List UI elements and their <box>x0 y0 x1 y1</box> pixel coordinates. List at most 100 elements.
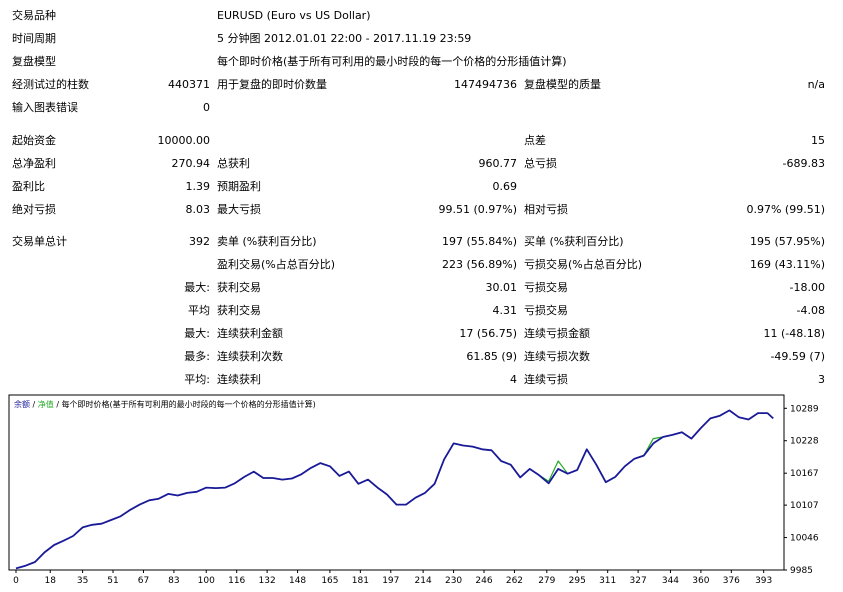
y-tick-label: 10107 <box>790 501 819 511</box>
avg-consecutive-wins-label: 连续获利 <box>217 373 261 386</box>
x-tick-label: 83 <box>168 576 179 586</box>
x-tick-label: 100 <box>198 576 215 586</box>
x-tick-label: 148 <box>289 576 306 586</box>
total-trades-value: 392 <box>189 235 210 248</box>
loss-trades-value: 169 (43.11%) <box>749 258 825 271</box>
x-tick-label: 214 <box>415 576 432 586</box>
spread-label: 点差 <box>524 134 546 147</box>
x-tick-label: 51 <box>107 576 118 586</box>
legend-separator: / <box>30 400 38 409</box>
symbol-label: 交易品种 <box>12 9 56 22</box>
x-tick-label: 376 <box>723 576 740 586</box>
x-tick-label: 279 <box>538 576 555 586</box>
expected-payoff-value: 0.69 <box>492 180 518 193</box>
ticks-label: 用于复盘的即时价数量 <box>217 78 327 91</box>
absolute-drawdown-value: 8.03 <box>185 203 211 216</box>
net-profit-label: 总净盈利 <box>12 157 56 170</box>
deposit-value: 10000.00 <box>157 134 211 147</box>
bars-label: 经测试过的柱数 <box>12 78 89 91</box>
short-positions-label: 卖单 (%获利百分比) <box>217 235 317 248</box>
x-tick-label: 197 <box>382 576 399 586</box>
avg-consecutive-losses-value: 3 <box>818 373 825 386</box>
deposit-label: 起始资金 <box>12 134 56 147</box>
period-label: 时间周期 <box>12 32 56 45</box>
quality-value: n/a <box>807 78 825 91</box>
max-consecutive-profit-label: 连续获利次数 <box>217 350 283 363</box>
average-profit-value: 4.31 <box>492 304 518 317</box>
largest-profit-label: 获利交易 <box>217 281 261 294</box>
largest-loss-value: -18.00 <box>789 281 825 294</box>
quality-label: 复盘模型的质量 <box>524 78 601 91</box>
maximal-drawdown-value: 99.51 (0.97%) <box>438 203 517 216</box>
x-tick-label: 246 <box>475 576 492 586</box>
average-prefix: 平均 <box>188 304 210 317</box>
x-tick-label: 181 <box>352 576 369 586</box>
max-consecutive-loss-value: -49.59 (7) <box>770 350 825 363</box>
relative-drawdown-label: 相对亏损 <box>524 203 568 216</box>
x-tick-label: 295 <box>569 576 586 586</box>
x-tick-label: 35 <box>77 576 88 586</box>
max-consecutive-loss-label: 连续亏损次数 <box>524 350 590 363</box>
avg-prefix: 平均: <box>184 373 210 386</box>
x-tick-label: 18 <box>45 576 57 586</box>
average-profit-label: 获利交易 <box>217 304 261 317</box>
y-tick-label: 10289 <box>790 404 819 414</box>
x-tick-label: 116 <box>228 576 245 586</box>
expected-payoff-label: 预期盈利 <box>217 180 261 193</box>
max-consecutive-losses-label: 连续亏损金额 <box>524 327 590 340</box>
gross-profit-label: 总获利 <box>217 157 250 170</box>
x-tick-label: 67 <box>138 576 149 586</box>
profit-trades-value: 223 (56.89%) <box>441 258 517 271</box>
avg-consecutive-losses-label: 连续亏损 <box>524 373 568 386</box>
most-prefix: 最多: <box>184 350 210 363</box>
avg-consecutive-wins-value: 4 <box>510 373 517 386</box>
relative-drawdown-value: 0.97% (99.51) <box>746 203 825 216</box>
largest-loss-label: 亏损交易 <box>524 281 568 294</box>
x-tick-label: 132 <box>259 576 276 586</box>
x-axis: 0 18 35 51 67 83 100 116 132 148 165 181 197 214 230 24… <box>13 570 772 586</box>
x-tick-label: 360 <box>692 576 709 586</box>
legend-model: / 每个即时价格(基于所有可利用的最小时段的每一个价格的分形插值计算) <box>54 399 316 409</box>
y-tick-label: 10046 <box>790 534 819 544</box>
profit-factor-label: 盈利比 <box>12 180 45 193</box>
max-consecutive-losses-value: 11 (-48.18) <box>763 327 825 340</box>
x-tick-label: 311 <box>599 576 616 586</box>
profit-factor-value: 1.39 <box>185 180 211 193</box>
largest-prefix: 最大: <box>184 281 210 294</box>
largest-profit-value: 30.01 <box>485 281 518 294</box>
spread-value: 15 <box>811 134 825 147</box>
absolute-drawdown-label: 绝对亏损 <box>12 203 56 216</box>
x-tick-label: 165 <box>321 576 338 586</box>
model-value: 每个即时价格(基于所有可利用的最小时段的每一个价格的分形插值计算) <box>217 55 567 68</box>
maximum-prefix: 最大: <box>184 327 210 340</box>
average-loss-value: -4.08 <box>796 304 825 317</box>
max-consecutive-wins-value: 17 (56.75) <box>459 327 517 340</box>
bars-value: 440371 <box>168 78 210 91</box>
short-positions-value: 197 (55.84%) <box>441 235 517 248</box>
x-tick-label: 262 <box>506 576 523 586</box>
x-tick-label: 0 <box>13 576 19 586</box>
x-tick-label: 344 <box>662 576 679 586</box>
y-tick-label: 10167 <box>790 469 819 479</box>
errors-value: 0 <box>203 101 210 114</box>
maximal-drawdown-label: 最大亏损 <box>217 203 261 216</box>
x-tick-label: 230 <box>445 576 462 586</box>
gross-profit-value: 960.77 <box>478 157 518 170</box>
series-layer <box>15 409 774 570</box>
y-tick-label: 9985 <box>790 566 813 576</box>
chart-legend: 余额 / 净值 / 每个即时价格(基于所有可利用的最小时段的每一个价格的分形插值… <box>14 399 316 409</box>
net-profit-value: 270.94 <box>171 157 211 170</box>
loss-trades-label: 亏损交易(%占总百分比) <box>524 258 643 271</box>
long-positions-label: 买单 (%获利百分比) <box>524 235 624 248</box>
balance-line <box>15 409 774 570</box>
x-tick-label: 327 <box>630 576 647 586</box>
y-tick-label: 10228 <box>790 437 819 447</box>
plot-frame <box>8 394 785 571</box>
period-value: 5 分钟图 2012.01.01 22:00 - 2017.11.19 23:5… <box>217 32 472 45</box>
balance-chart: 余额 / 净值 / 每个即时价格(基于所有可利用的最小时段的每一个价格的分形插值… <box>8 394 819 586</box>
max-consecutive-profit-value: 61.85 (9) <box>466 350 517 363</box>
legend-equity: 净值 <box>38 399 54 409</box>
errors-label: 输入图表错误 <box>12 101 78 114</box>
x-tick-label: 393 <box>755 576 772 586</box>
ticks-value: 147494736 <box>454 78 517 91</box>
